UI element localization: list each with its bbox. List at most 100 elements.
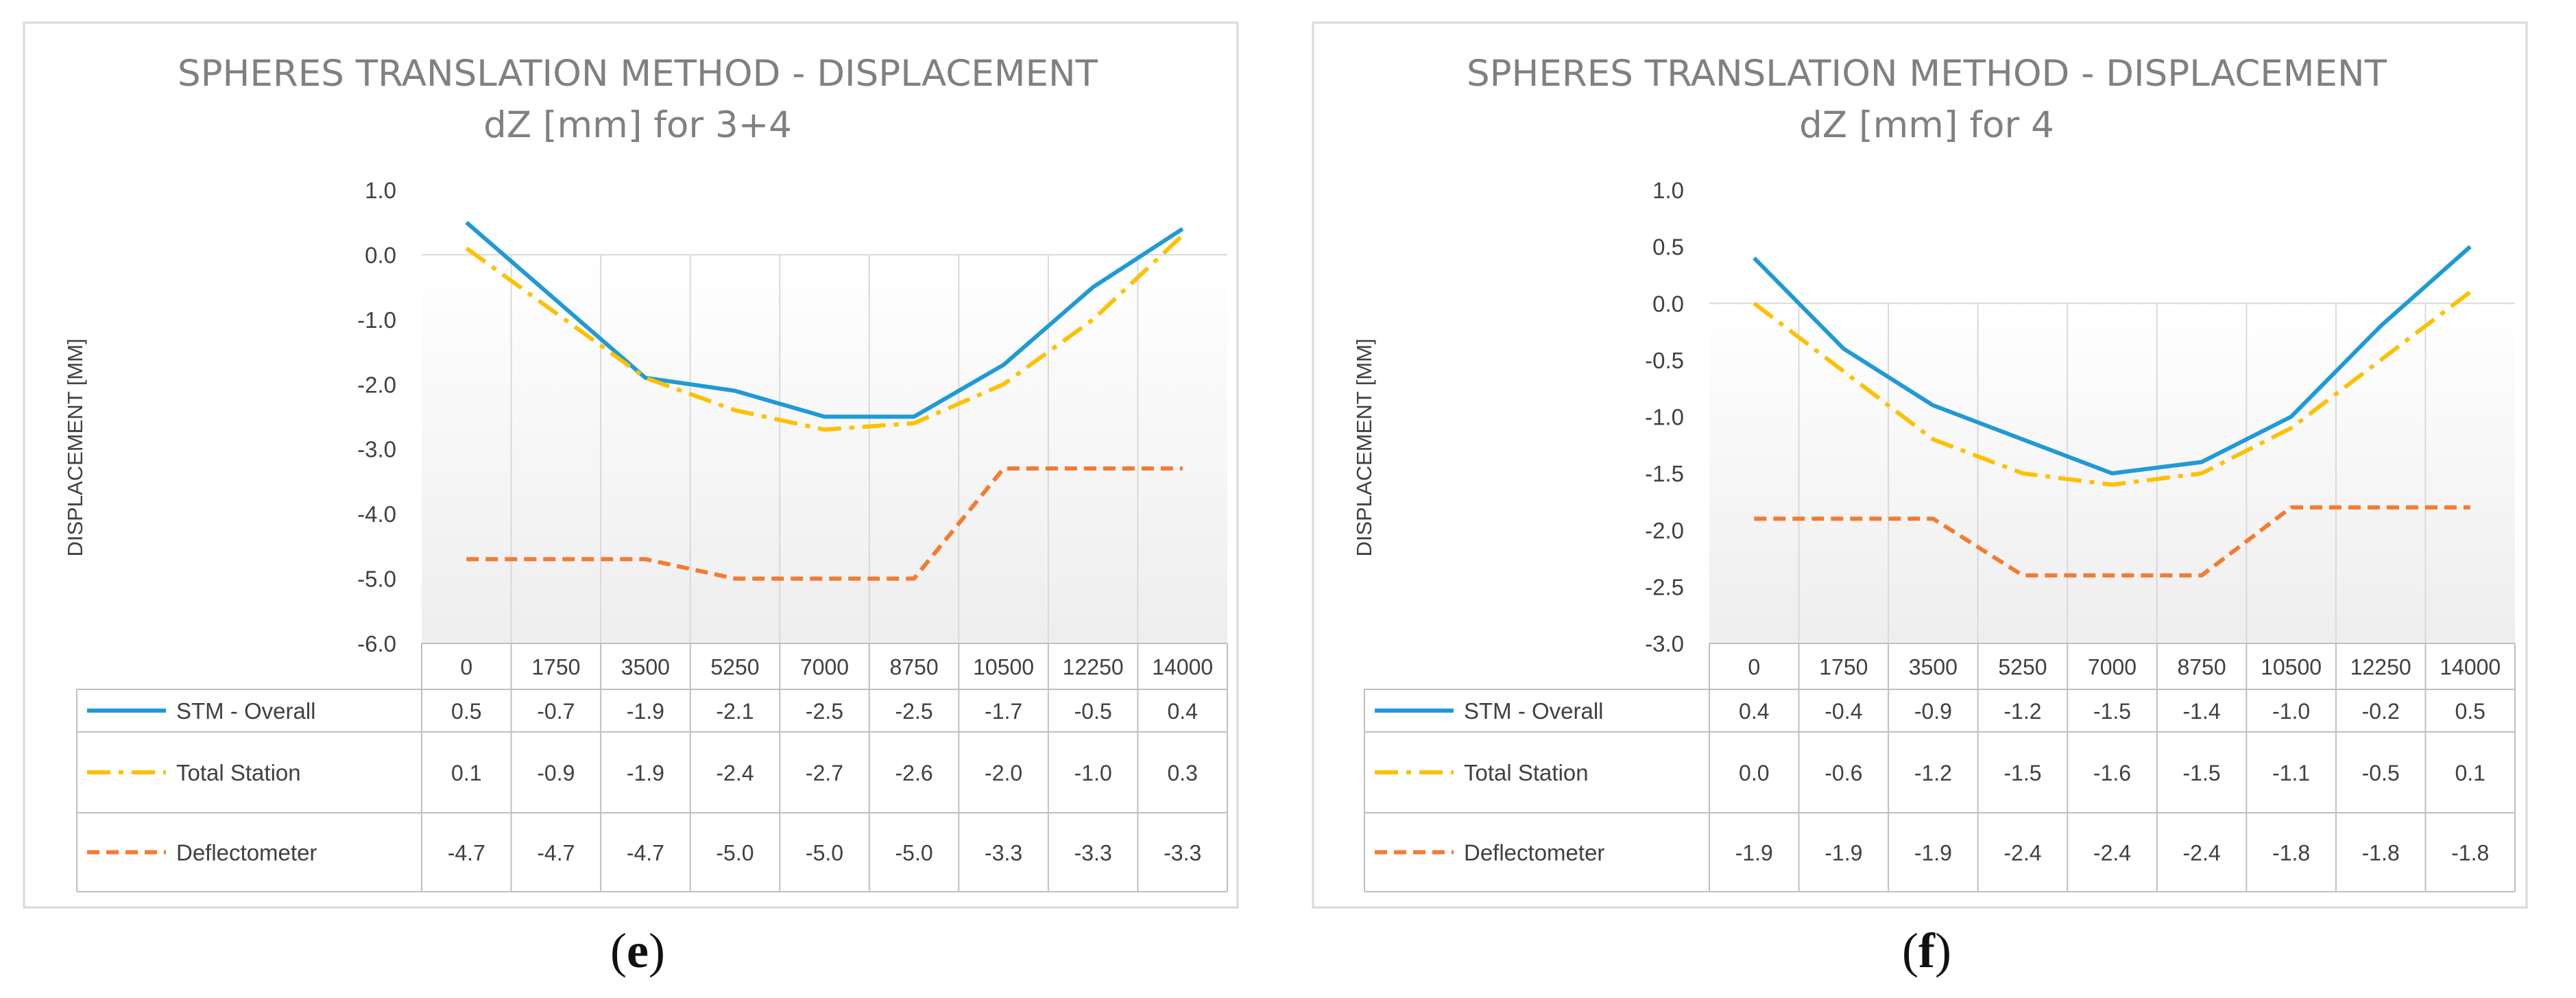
data-label: -3.3: [1074, 841, 1112, 866]
data-label: 0.0: [1739, 761, 1769, 785]
data-label: -0.9: [537, 761, 575, 785]
data-label: -1.0: [1074, 761, 1112, 785]
data-label: -1.8: [2451, 841, 2489, 866]
series-line-total-station: [465, 233, 1184, 432]
data-label: -4.7: [627, 841, 664, 866]
chart-panel-f: SPHERES TRANSLATION METHOD - DISPLACEMEN…: [1312, 21, 2528, 909]
x-category-label: 12250: [2350, 655, 2411, 680]
legend-label: Total Station: [1464, 760, 1589, 785]
data-label: -1.1: [2272, 761, 2310, 785]
data-label: -2.4: [2093, 841, 2131, 866]
series-line-total-station: [1753, 290, 2472, 487]
chart-subtitle: dZ [mm] for 4: [1799, 104, 2054, 146]
data-label: 0.1: [2455, 761, 2485, 785]
x-category-label: 7000: [800, 655, 849, 680]
x-category-label: 14000: [2440, 655, 2501, 680]
y-tick-label: 0.0: [1652, 291, 1684, 316]
data-label: -1.5: [2003, 761, 2041, 785]
data-label: -1.6: [2093, 761, 2131, 785]
data-label: -0.7: [537, 699, 575, 724]
legend-label: Deflectometer: [1464, 840, 1604, 866]
data-label: -5.0: [716, 841, 754, 866]
data-label: -1.2: [1914, 761, 1952, 785]
data-label: -1.0: [2272, 699, 2310, 724]
series-line-deflectometer: [1754, 505, 2470, 578]
x-category-label: 0: [460, 655, 472, 680]
data-label: -0.5: [1074, 699, 1112, 724]
data-label: -0.6: [1825, 761, 1862, 785]
legend-label: STM - Overall: [176, 698, 316, 724]
y-tick-label: -1.5: [1645, 461, 1684, 486]
y-tick-label: -5.0: [357, 567, 396, 592]
y-tick-label: 1.0: [1652, 178, 1684, 203]
y-tick-label: -3.0: [1645, 631, 1684, 656]
data-table: 0 1750 3500 5250 7000 8750 10500 12250 14000 STM …: [76, 643, 1228, 892]
x-category-label: 1750: [531, 655, 580, 680]
data-label: -1.2: [2003, 699, 2041, 724]
data-label: -0.5: [2362, 761, 2400, 785]
data-label: -1.4: [2182, 699, 2220, 724]
y-axis-label: DISPLACEMENT [MM]: [1352, 338, 1376, 556]
series-line-deflectometer: [466, 466, 1183, 581]
x-category-label: 0: [1748, 655, 1760, 680]
x-category-label: 10500: [973, 655, 1034, 680]
chart-panel-e: SPHERES TRANSLATION METHOD - DISPLACEMEN…: [23, 21, 1239, 909]
data-label: -0.9: [1914, 699, 1952, 724]
legend-label: Total Station: [176, 760, 301, 785]
data-label: -1.9: [1735, 841, 1773, 866]
y-tick-label: 0.0: [365, 242, 396, 268]
y-tick-label: 1.0: [365, 178, 396, 203]
y-tick-label: -1.0: [1645, 405, 1684, 430]
x-category-label: 3500: [1909, 655, 1958, 680]
plot-area-fill: [422, 254, 1227, 643]
chart-subtitle: dZ [mm] for 3+4: [483, 104, 792, 146]
data-label: -2.5: [895, 699, 932, 724]
y-tick-label: -3.0: [357, 437, 396, 462]
series-line-stm-overall: [465, 220, 1184, 419]
data-label: -1.9: [1825, 841, 1862, 866]
chart-title: SPHERES TRANSLATION METHOD - DISPLACEMEN…: [178, 53, 1098, 95]
y-tick-label: -0.5: [1645, 348, 1684, 373]
data-label: -1.9: [627, 761, 664, 785]
data-label: -1.8: [2362, 841, 2400, 866]
y-tick-label: -2.0: [1645, 518, 1684, 543]
data-label: -2.7: [806, 761, 843, 785]
y-axis-label: DISPLACEMENT [MM]: [63, 338, 87, 556]
data-label: -1.9: [627, 699, 664, 724]
data-label: -1.8: [2272, 841, 2310, 866]
x-category-label: 8750: [889, 655, 938, 680]
data-label: 0.5: [451, 699, 481, 724]
data-label: -3.3: [985, 841, 1022, 866]
panel-label: (f): [1902, 923, 1951, 978]
y-tick-label: -1.0: [357, 307, 396, 333]
x-category-label: 7000: [2088, 655, 2136, 680]
x-category-label: 8750: [2177, 655, 2226, 680]
data-label: 0.4: [1167, 699, 1197, 724]
data-label: -2.1: [716, 699, 754, 724]
data-label: -2.4: [716, 761, 754, 785]
panel-label: (e): [610, 923, 665, 978]
data-label: -1.9: [1914, 841, 1952, 866]
x-category-label: 14000: [1152, 655, 1213, 680]
y-tick-label: -2.0: [357, 372, 396, 397]
x-category-label: 10500: [2261, 655, 2322, 680]
data-label: 0.4: [1739, 699, 1769, 724]
data-label: 0.5: [2455, 699, 2485, 724]
y-tick-label: -6.0: [357, 631, 396, 656]
y-tick-label: 0.5: [1652, 235, 1684, 260]
data-label: -2.4: [2182, 841, 2220, 866]
y-tick-label: -2.5: [1645, 574, 1684, 599]
data-label: -4.7: [448, 841, 485, 866]
chart-title: SPHERES TRANSLATION METHOD - DISPLACEMEN…: [1467, 53, 2387, 95]
data-label: -4.7: [537, 841, 575, 866]
data-label: -1.5: [2182, 761, 2220, 785]
data-label: -2.6: [895, 761, 932, 785]
x-category-label: 5250: [710, 655, 759, 680]
x-category-label: 3500: [621, 655, 670, 680]
data-label: -2.4: [2003, 841, 2041, 866]
data-label: 0.3: [1167, 761, 1197, 785]
data-label: -1.5: [2093, 699, 2131, 724]
series-line-stm-overall: [1753, 245, 2472, 476]
data-label: -2.5: [806, 699, 843, 724]
